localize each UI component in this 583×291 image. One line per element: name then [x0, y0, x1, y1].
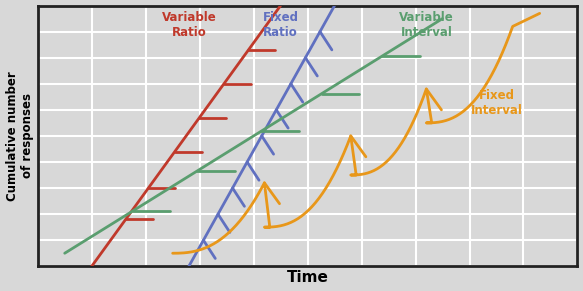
- Y-axis label: Cumulative number
of responses: Cumulative number of responses: [6, 71, 34, 201]
- Text: Variable
Interval: Variable Interval: [399, 11, 454, 39]
- Text: Variable
Ratio: Variable Ratio: [161, 11, 216, 39]
- Text: Fixed
Interval: Fixed Interval: [470, 89, 522, 117]
- X-axis label: Time: Time: [287, 270, 329, 285]
- Text: Fixed
Ratio: Fixed Ratio: [262, 11, 298, 39]
